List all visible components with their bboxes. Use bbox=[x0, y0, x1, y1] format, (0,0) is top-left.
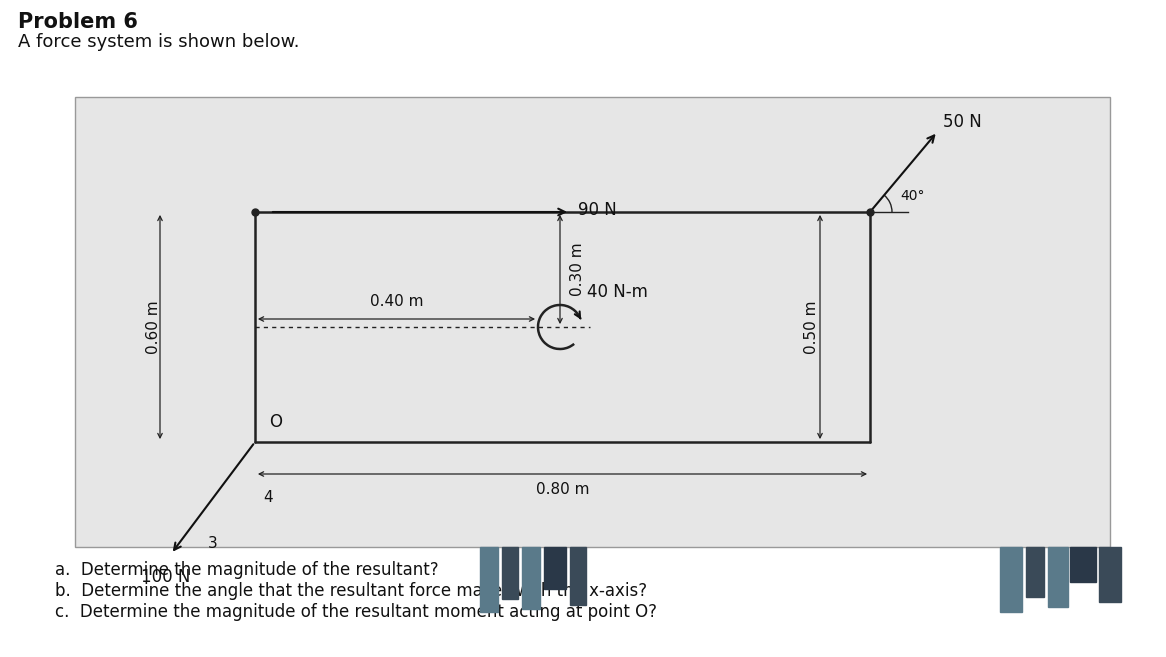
Bar bbox=[480, 547, 498, 612]
Text: A force system is shown below.: A force system is shown below. bbox=[17, 33, 300, 51]
Text: b.  Determine the angle that the resultant force makes with the x-axis?: b. Determine the angle that the resultan… bbox=[55, 582, 647, 600]
Text: 0.30 m: 0.30 m bbox=[570, 242, 585, 296]
Text: 40°: 40° bbox=[900, 189, 925, 203]
Text: c.  Determine the magnitude of the resultant moment acting at point O?: c. Determine the magnitude of the result… bbox=[55, 603, 656, 621]
Text: 90 N: 90 N bbox=[578, 201, 617, 219]
Text: 100 N: 100 N bbox=[141, 568, 191, 586]
Text: 0.40 m: 0.40 m bbox=[370, 294, 423, 309]
Bar bbox=[1070, 547, 1096, 582]
Bar bbox=[545, 547, 566, 589]
Text: 40 N-m: 40 N-m bbox=[586, 283, 648, 301]
Text: 4: 4 bbox=[264, 491, 273, 505]
Bar bbox=[1026, 547, 1044, 597]
Text: 0.80 m: 0.80 m bbox=[535, 482, 589, 497]
Text: O: O bbox=[269, 413, 282, 431]
Text: 3: 3 bbox=[208, 537, 218, 551]
Text: 0.60 m: 0.60 m bbox=[147, 300, 162, 354]
Bar bbox=[1048, 547, 1068, 607]
Text: 50 N: 50 N bbox=[943, 112, 982, 131]
Bar bbox=[1100, 547, 1121, 602]
Bar bbox=[503, 547, 518, 599]
Bar bbox=[75, 97, 1110, 547]
Bar bbox=[570, 547, 586, 605]
Bar bbox=[522, 547, 540, 609]
Text: 0.50 m: 0.50 m bbox=[805, 300, 820, 353]
Text: a.  Determine the magnitude of the resultant?: a. Determine the magnitude of the result… bbox=[55, 561, 438, 579]
Bar bbox=[1000, 547, 1023, 612]
Text: Problem 6: Problem 6 bbox=[17, 12, 138, 32]
